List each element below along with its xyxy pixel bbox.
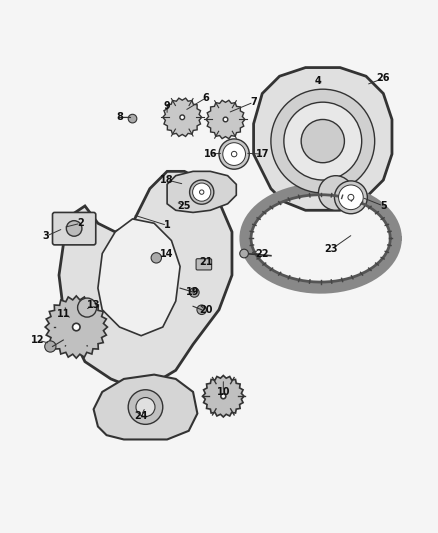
Circle shape [221, 394, 226, 399]
Text: 17: 17 [255, 149, 269, 159]
Polygon shape [94, 375, 198, 440]
Circle shape [223, 117, 228, 122]
Circle shape [180, 115, 184, 119]
Text: 4: 4 [315, 76, 322, 86]
Text: 1: 1 [164, 221, 170, 230]
Circle shape [335, 181, 367, 214]
Circle shape [128, 390, 163, 424]
Circle shape [348, 195, 354, 200]
Text: 9: 9 [164, 101, 170, 111]
Circle shape [193, 183, 211, 201]
Polygon shape [206, 100, 245, 139]
Circle shape [271, 89, 374, 193]
Circle shape [136, 398, 155, 417]
Text: 21: 21 [199, 257, 213, 267]
Circle shape [231, 151, 237, 157]
Circle shape [73, 324, 80, 331]
Text: 8: 8 [116, 112, 123, 122]
Polygon shape [59, 172, 232, 387]
Circle shape [66, 221, 82, 236]
Text: 12: 12 [31, 335, 44, 345]
Polygon shape [163, 98, 202, 136]
Circle shape [284, 102, 362, 180]
Text: 10: 10 [216, 387, 230, 397]
Text: 25: 25 [178, 201, 191, 211]
Circle shape [318, 176, 353, 211]
Polygon shape [202, 375, 244, 417]
Text: 16: 16 [204, 149, 217, 159]
Text: 14: 14 [160, 248, 174, 259]
Text: 2: 2 [77, 218, 84, 228]
Text: 13: 13 [87, 301, 100, 310]
Polygon shape [167, 172, 236, 213]
Circle shape [151, 253, 162, 263]
Text: 22: 22 [255, 248, 269, 259]
Polygon shape [98, 219, 180, 336]
Circle shape [197, 305, 206, 314]
Circle shape [200, 190, 204, 195]
Text: 24: 24 [134, 411, 148, 421]
FancyBboxPatch shape [196, 259, 212, 270]
Circle shape [78, 298, 97, 317]
Text: 11: 11 [57, 309, 70, 319]
Polygon shape [254, 68, 392, 211]
Text: 7: 7 [250, 97, 257, 107]
Text: 5: 5 [380, 201, 387, 211]
Text: 26: 26 [377, 74, 390, 83]
Circle shape [301, 119, 344, 163]
Text: 20: 20 [199, 305, 213, 315]
Circle shape [45, 341, 56, 352]
Text: 6: 6 [203, 93, 209, 103]
Text: 3: 3 [42, 231, 49, 241]
Circle shape [240, 249, 248, 258]
Circle shape [128, 114, 137, 123]
Text: 19: 19 [186, 287, 200, 297]
Polygon shape [45, 296, 107, 358]
Circle shape [219, 139, 249, 169]
Text: 23: 23 [325, 244, 338, 254]
Circle shape [223, 143, 245, 165]
FancyBboxPatch shape [53, 213, 96, 245]
Text: 18: 18 [160, 175, 174, 185]
Circle shape [339, 185, 363, 209]
Circle shape [190, 288, 199, 297]
Circle shape [190, 180, 214, 204]
